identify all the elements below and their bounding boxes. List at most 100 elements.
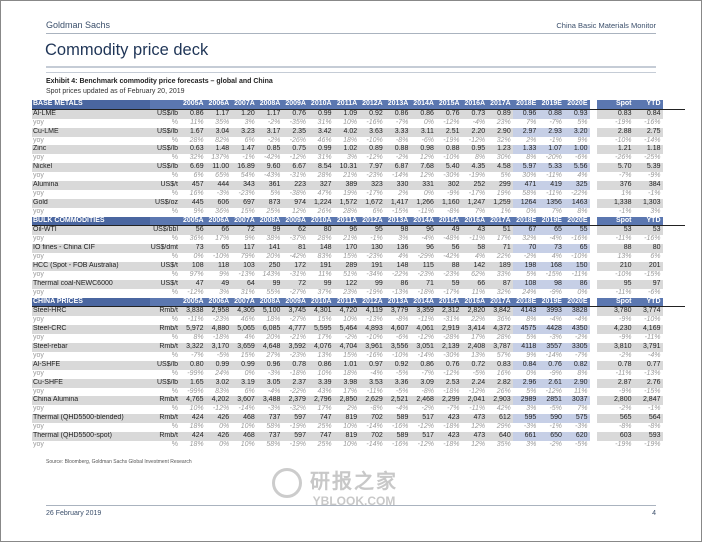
yoy-value: -23% (238, 189, 255, 197)
yoy-row: yoy% 28% 82% 6% -2% -26% 46% 18% -10% -8% -6% -19% -… (32, 137, 685, 146)
yoy-value: 25% (317, 423, 332, 431)
yoy-spot-value: -10% (615, 136, 632, 144)
yoy-value: 3% (398, 235, 409, 243)
section-unit-spacer (150, 297, 180, 307)
yoy-value: 3% (526, 440, 537, 448)
commodity-name: HCC (Spot - FOB Australia) (32, 262, 150, 271)
commodity-unit: US$/lb (150, 163, 180, 173)
commodity-name: Alumina (32, 181, 150, 190)
spot-value: 603 (596, 431, 634, 441)
year-header: 2006A (205, 297, 232, 307)
yoy-value: -2% (395, 154, 409, 162)
yoy-value: -3% (575, 423, 588, 431)
yoy-unit: % (171, 154, 178, 162)
report-name: China Basic Materials Monitor (556, 21, 656, 30)
yoy-value: -1% (549, 423, 562, 431)
price-value: 0.76 (282, 109, 308, 119)
year-header: 2015A (435, 297, 462, 307)
yoy-value: 25% (266, 207, 281, 215)
yoy-value: -13% (392, 288, 409, 296)
price-value: 4,704 (333, 343, 360, 352)
yoy-spot-value: -9% (619, 316, 632, 324)
column-gap (589, 414, 597, 424)
section-unit-spacer (150, 100, 180, 109)
column-gap (589, 226, 597, 236)
commodity-name: Cu-LME (32, 127, 150, 137)
price-value: 10.31 (333, 163, 360, 173)
section-title: CHINA PRICES (32, 297, 150, 307)
price-value: 4,607 (384, 325, 411, 335)
yoy-ytd-value: -10% (644, 316, 661, 324)
price-value: 3,607 (231, 396, 257, 406)
price-value: 0.78 (282, 360, 308, 370)
yoy-value: -16% (366, 351, 383, 359)
spot-value: 4,230 (596, 325, 634, 335)
ytd-value: 384 (633, 181, 663, 190)
yoy-value: -19% (289, 423, 306, 431)
price-value: 1.17 (205, 109, 232, 119)
price-value: 620 (563, 431, 590, 441)
table-row: Zinc US$/lb 0.63 1.48 1.47 0.85 0.75 0.99 1.02 0.… (32, 145, 685, 155)
yoy-value: 32% (522, 235, 537, 243)
yoy-value: 10% (240, 423, 255, 431)
price-value: 96 (333, 226, 360, 236)
yoy-value: -12% (417, 334, 434, 342)
yoy-value: -2% (267, 136, 281, 144)
yoy-value: 15% (240, 207, 255, 215)
price-value: 99 (359, 279, 385, 289)
price-value: 4,765 (180, 396, 206, 406)
price-value: 1.65 (180, 378, 206, 388)
price-value: 8.54 (307, 163, 334, 173)
spot-value: 53 (596, 226, 634, 236)
price-value: 0.76 (538, 360, 564, 370)
yoy-value: 32% (496, 136, 511, 144)
yoy-value: 57% (496, 351, 511, 359)
commodity-unit: Rmb/t (150, 414, 180, 424)
commodity-name: Steel-rebar (32, 343, 150, 352)
source-note: Source: Bloomberg, Goldman Sachs Global … (46, 459, 192, 465)
yoy-label: yoy (33, 207, 44, 215)
yoy-ytd-value: -16% (644, 235, 661, 243)
price-value: 150 (563, 262, 590, 271)
yoy-label: yoy (33, 387, 44, 395)
yoy-spot-value: -11% (615, 369, 632, 377)
section-header-row: CHINA PRICES 2005A 2006A 2007A 2008A 2009A 201… (32, 297, 685, 308)
yoy-label: yoy (33, 369, 44, 377)
yoy-value: 0% (577, 288, 588, 296)
yoy-unit: % (171, 316, 178, 324)
yoy-value: 51% (343, 270, 358, 278)
year-header: 2016A (461, 297, 488, 307)
yoy-value: 79% (240, 253, 255, 261)
yoy-value: 58% (266, 440, 281, 448)
price-value: 2.24 (461, 378, 488, 388)
yoy-value: -4% (395, 405, 409, 413)
commodity-forecast-table: BASE METALS 2005A 2006A 2007A 2008A 2009A 2010… (32, 100, 685, 450)
yoy-value: -6% (421, 136, 434, 144)
price-value: 1,247 (461, 198, 488, 208)
yoy-value: -5% (549, 405, 562, 413)
year-header: 2007A (231, 100, 257, 109)
yoy-value: -7% (191, 351, 204, 359)
price-value: 103 (231, 262, 257, 271)
year-header: 2020E (563, 100, 590, 109)
yoy-value: -99% (187, 369, 204, 377)
table-row: Steel-HRC Rmb/t 3,838 2,958 4,305 5,100 3,745 4… (32, 307, 685, 317)
yoy-unit: % (171, 118, 178, 126)
price-value: 325 (563, 181, 590, 190)
yoy-value: 11% (574, 387, 588, 395)
commodity-name: Al-LME (32, 109, 150, 119)
price-value: 62 (282, 226, 308, 236)
year-header: 2020E (563, 297, 590, 307)
yoy-value: -7% (447, 405, 460, 413)
price-value: 2.20 (461, 127, 488, 137)
yoy-value: -38% (289, 189, 306, 197)
yoy-value: 0% (423, 189, 434, 197)
yoy-value: -4% (472, 118, 486, 126)
yoy-value: 17% (471, 334, 486, 342)
ytd-value: 1,303 (633, 198, 663, 208)
yoy-label: yoy (33, 423, 44, 431)
ytd-value: 0.84 (633, 109, 663, 119)
year-header: 2011A (333, 216, 360, 226)
yoy-value: -12% (187, 288, 204, 296)
yoy-value: 10% (343, 440, 358, 448)
